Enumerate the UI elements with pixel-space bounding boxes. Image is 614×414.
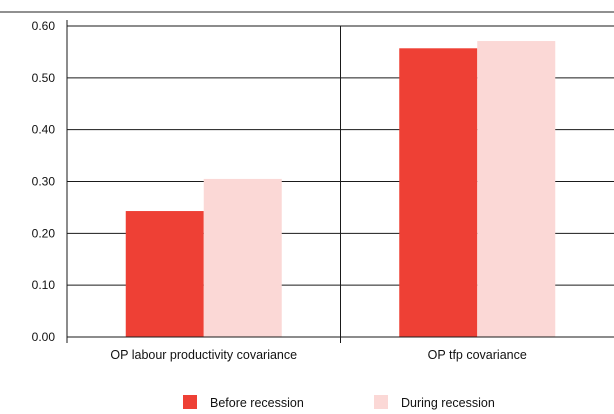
- y-tick-label: 0.30: [32, 175, 56, 189]
- bar-during-recession: [477, 41, 556, 337]
- y-tick-label: 0.40: [32, 123, 56, 137]
- y-tick-labels: 0.00 0.10 0.20 0.30 0.40 0.50 0.60: [32, 19, 56, 344]
- bar-before-recession: [125, 211, 204, 337]
- legend-swatch: [183, 395, 197, 409]
- category-label: OP tfp covariance: [428, 348, 527, 362]
- bar-during-recession: [203, 178, 282, 337]
- legend: Before recession During recession: [183, 395, 495, 410]
- y-tick-label: 0.50: [32, 71, 56, 85]
- y-tick-label: 0.00: [32, 330, 56, 344]
- category-labels: OP labour productivity covariance OP tfp …: [110, 348, 526, 362]
- y-tick-label: 0.20: [32, 226, 56, 240]
- legend-label: During recession: [401, 396, 495, 410]
- category-label: OP labour productivity covariance: [110, 348, 297, 362]
- y-tick-label: 0.10: [32, 278, 56, 292]
- bar-before-recession: [399, 48, 478, 338]
- bars: [125, 41, 556, 338]
- legend-swatch: [374, 395, 388, 409]
- axes: [66, 20, 614, 343]
- y-tick-label: 0.60: [32, 19, 56, 33]
- legend-label: Before recession: [210, 396, 304, 410]
